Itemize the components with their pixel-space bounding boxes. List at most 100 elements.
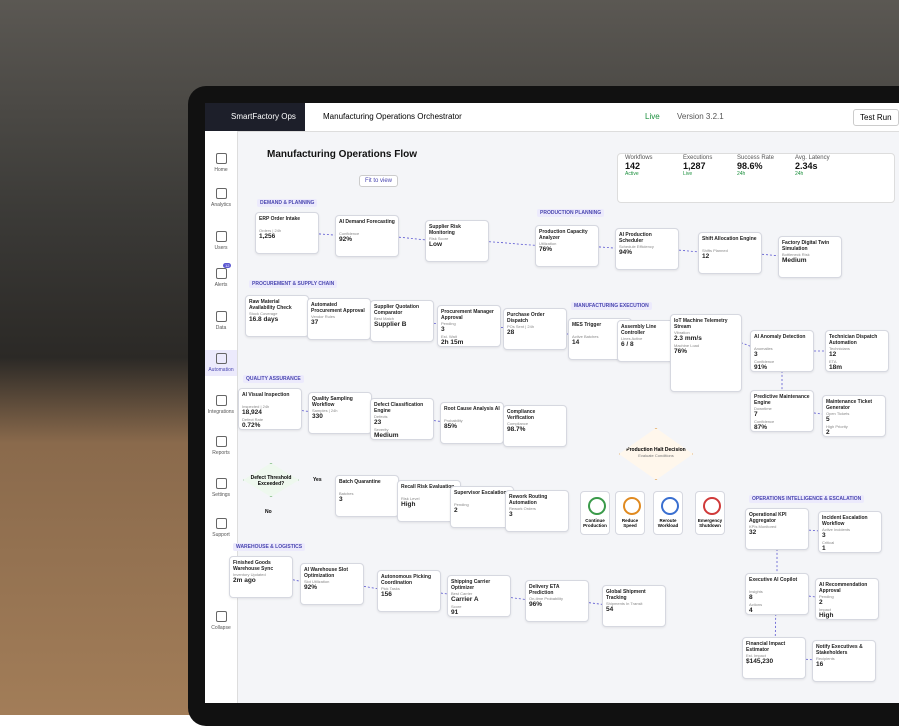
action-node[interactable]: Reroute Workload — [653, 491, 683, 535]
field-value: High — [819, 612, 875, 619]
sidebar-item[interactable]: Analytics — [205, 188, 237, 208]
node-title: Executive AI Copilot — [749, 577, 805, 589]
field-value: 0.72% — [242, 422, 298, 429]
node-title: Autonomous Picking Coordination — [381, 574, 437, 586]
tab[interactable]: Manufacturing Operations Orchestrator — [323, 112, 462, 121]
stat-value: 2.34s — [795, 161, 830, 171]
field-value: 1 — [822, 545, 878, 552]
field-value: $145,230 — [746, 658, 802, 665]
node-title: Batch Quarantine — [339, 479, 395, 491]
action-node[interactable]: Reduce Speed — [615, 491, 645, 535]
field-value: 28 — [507, 329, 563, 336]
sidebar-item[interactable]: Reports — [205, 436, 237, 456]
sidebar-item[interactable]: Integrations — [205, 395, 237, 415]
node-title: Root Cause Analysis AI — [444, 406, 500, 418]
test-run-button[interactable]: Test Run — [853, 109, 899, 126]
field-value: 2.3 mm/s — [674, 335, 738, 342]
sidebar-item[interactable]: Home — [205, 153, 237, 173]
stat-value: 1,287 — [683, 161, 712, 171]
node-title: Shift Allocation Engine — [702, 236, 758, 248]
section-label: MANUFACTURING EXECUTION — [571, 302, 652, 310]
section-label: WAREHOUSE & LOGISTICS — [233, 543, 305, 551]
icon — [216, 611, 227, 622]
node-title: Assembly Line Controller — [621, 324, 677, 336]
action-node[interactable]: Emergency Shutdown — [695, 491, 725, 535]
field-value: 16 — [816, 661, 872, 668]
node-title: Incident Escalation Workflow — [822, 515, 878, 527]
icon — [216, 311, 227, 322]
sidebar-item[interactable]: Automation — [205, 350, 237, 376]
node-title: Defect Classification Engine — [374, 402, 430, 414]
sidebar-item[interactable]: Alerts — [205, 268, 237, 288]
node-title: AI Warehouse Slot Optimization — [304, 567, 360, 579]
sidebar-item[interactable]: Users — [205, 231, 237, 251]
sidebar-label: Reports — [205, 450, 237, 456]
branch-no: No — [265, 509, 272, 515]
sidebar-label: Home — [205, 167, 237, 173]
fit-button[interactable]: Fit to view — [359, 175, 398, 187]
field-value: 94% — [619, 249, 675, 256]
sidebar-item[interactable]: Data — [205, 311, 237, 331]
sidebar-item[interactable]: Collapse — [205, 611, 237, 631]
node-title: AI Production Scheduler — [619, 232, 675, 244]
top-bar: SmartFactory Ops Manufacturing Operation… — [205, 103, 899, 132]
version: Version 3.2.1 — [677, 112, 724, 121]
sidebar-item[interactable]: Support — [205, 518, 237, 538]
action-node[interactable]: Continue Production — [580, 491, 610, 535]
node-title: Global Shipment Tracking — [606, 589, 662, 601]
node-title: AI Recommendation Approval — [819, 582, 875, 594]
icon — [216, 268, 227, 279]
icon — [216, 518, 227, 529]
node-title: Recall Risk Evaluation — [401, 484, 457, 496]
stat-sub: 24h — [795, 171, 830, 177]
icon — [216, 478, 227, 489]
sidebar-label: Integrations — [205, 409, 237, 415]
canvas-title: Manufacturing Operations Flow — [267, 149, 417, 160]
node-title: Maintenance Ticket Generator — [826, 399, 882, 411]
node-title: AI Visual Inspection — [242, 392, 298, 404]
section-label: PROCUREMENT & SUPPLY CHAIN — [249, 280, 337, 288]
node-title: Automated Procurement Approval — [311, 302, 367, 314]
field-value: 87% — [754, 424, 810, 431]
node-title: Procurement Manager Approval — [441, 309, 497, 321]
sidebar-item[interactable]: Settings — [205, 478, 237, 498]
